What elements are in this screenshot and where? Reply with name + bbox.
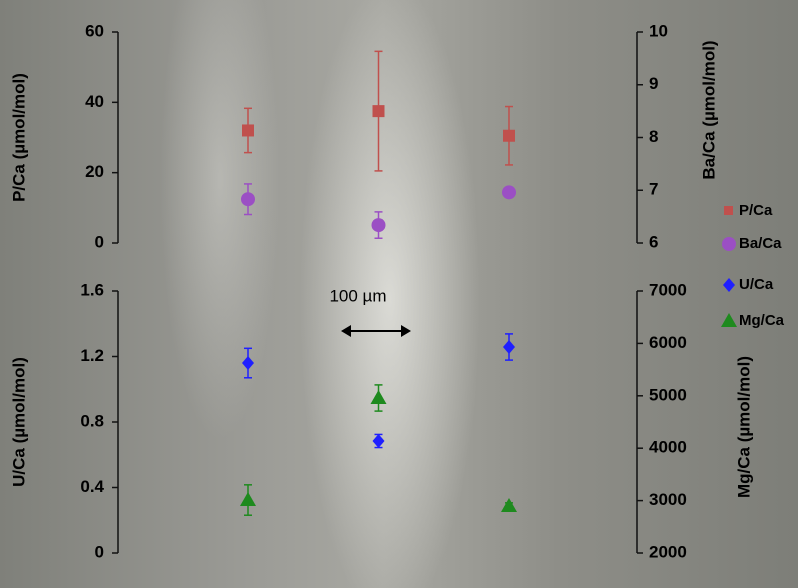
y2-tick-label: 3000 [649,490,687,509]
legend-label: Ba/Ca [739,235,782,252]
y-tick-label: 0 [95,542,104,561]
y-tick-label: 1.2 [80,346,104,365]
marker [502,185,516,200]
y-tick-label: 60 [85,21,104,40]
y-axis-title: P/Ca (µmol/mol) [9,73,28,202]
marker [372,433,385,448]
marker [372,105,385,118]
y-tick-label: 40 [85,92,104,111]
legend-label: U/Ca [739,276,774,293]
marker [503,129,515,142]
legend-marker [724,206,733,215]
y2-tick-label: 4000 [649,438,687,457]
marker [242,356,254,371]
arrow-head [341,325,351,337]
legend-marker [723,278,735,292]
annotation: 100 µm [329,286,386,305]
legend-label: P/Ca [739,202,773,219]
y2-tick-label: 6000 [649,333,687,352]
y-tick-label: 0.8 [80,411,104,430]
y2-tick-label: 10 [649,21,668,40]
y-tick-label: 1.6 [80,280,104,299]
y2-tick-label: 7000 [649,280,687,299]
y2-tick-label: 2000 [649,542,687,561]
y2-axis-title: Mg/Ca (µmol/mol) [734,356,753,498]
y-tick-label: 0.4 [80,477,104,496]
legend-marker [722,237,736,251]
marker [503,340,515,355]
marker [240,492,256,507]
y2-tick-label: 5000 [649,385,687,404]
arrow-head [401,325,411,337]
marker [501,497,517,512]
marker [241,192,255,207]
y2-tick-label: 7 [649,180,658,199]
marker [242,124,254,137]
y2-tick-label: 6 [649,232,658,251]
y-tick-label: 0 [95,232,104,251]
marker [370,390,387,405]
y-axis-title: U/Ca (µmol/mol) [9,357,28,487]
y2-tick-label: 8 [649,127,658,146]
legend-label: Mg/Ca [739,312,785,329]
marker [371,218,386,233]
y-tick-label: 20 [85,162,104,181]
legend-marker [721,313,737,327]
y2-tick-label: 9 [649,74,658,93]
y2-axis-title: Ba/Ca (µmol/mol) [699,40,718,179]
